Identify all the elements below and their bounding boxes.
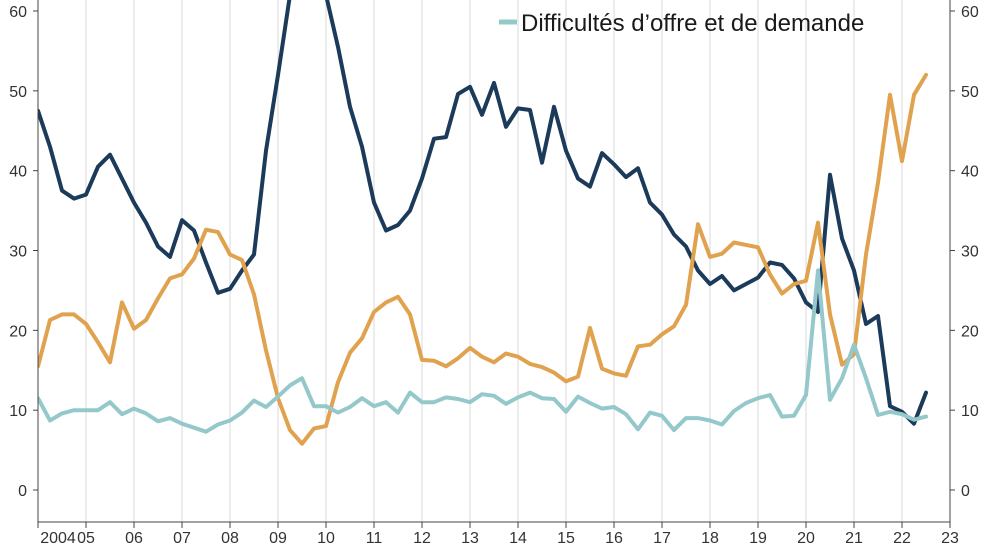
- y-axis-left-ticks: 0 10 20 30 40 50 60: [9, 4, 38, 500]
- y-right-tick-label-0: 0: [961, 483, 970, 500]
- x-tick-label-14: 14: [509, 530, 527, 547]
- y-left-tick-label-40: 40: [9, 164, 27, 181]
- x-tick-label-09: 09: [269, 530, 287, 547]
- y-left-tick-label-60: 60: [9, 4, 27, 21]
- x-tick-label-06: 06: [125, 530, 143, 547]
- y-axis-right-ticks: 0 10 20 30 40 50 60: [950, 4, 979, 500]
- y-right-tick-label-10: 10: [961, 403, 979, 420]
- y-left-tick-label-30: 30: [9, 244, 27, 261]
- x-tick-label-05: 05: [77, 530, 95, 547]
- series-line-supply-demand: [38, 268, 928, 434]
- y-right-tick-label-30: 30: [961, 244, 979, 261]
- x-tick-label-08: 08: [221, 530, 239, 547]
- legend-label-supply-demand: Difficultés d’offre et de demande: [521, 10, 864, 37]
- y-right-tick-label-40: 40: [961, 164, 979, 181]
- x-tick-label-19: 19: [749, 530, 767, 547]
- y-left-tick-label-10: 10: [9, 403, 27, 420]
- x-tick-label-11: 11: [366, 530, 383, 547]
- y-left-tick-label-20: 20: [9, 323, 27, 340]
- series-line-dark-blue: [38, 0, 928, 426]
- vertical-gridlines: [85, 0, 951, 522]
- x-tick-label-18: 18: [701, 530, 719, 547]
- x-tick-label-16: 16: [605, 530, 623, 547]
- x-tick-label-23: 23: [941, 530, 959, 547]
- x-tick-label-10: 10: [317, 530, 335, 547]
- x-tick-label-13: 13: [461, 530, 479, 547]
- series-line-orange: [38, 72, 928, 446]
- y-left-tick-label-0: 0: [18, 483, 27, 500]
- y-right-tick-label-60: 60: [961, 4, 979, 21]
- y-right-tick-label-20: 20: [961, 323, 979, 340]
- x-tick-label-21: 21: [845, 530, 863, 547]
- x-axis-ticks: 2004 05 06 07 08 09 10 11 12 13 14 15 16 17 18 19 20 21 22…: [37, 522, 959, 547]
- x-tick-label-12: 12: [413, 530, 431, 547]
- x-tick-label-2004: 2004: [40, 530, 76, 547]
- axes: [37, 0, 951, 523]
- y-left-tick-label-50: 50: [9, 84, 27, 101]
- legend: Difficultés d’offre et de demande: [499, 10, 864, 37]
- x-tick-label-22: 22: [893, 530, 911, 547]
- x-tick-label-17: 17: [653, 530, 671, 547]
- x-tick-label-15: 15: [557, 530, 575, 547]
- y-right-tick-label-50: 50: [961, 84, 979, 101]
- x-tick-label-07: 07: [173, 530, 191, 547]
- series-lines: [38, 0, 928, 446]
- x-tick-label-20: 20: [797, 530, 815, 547]
